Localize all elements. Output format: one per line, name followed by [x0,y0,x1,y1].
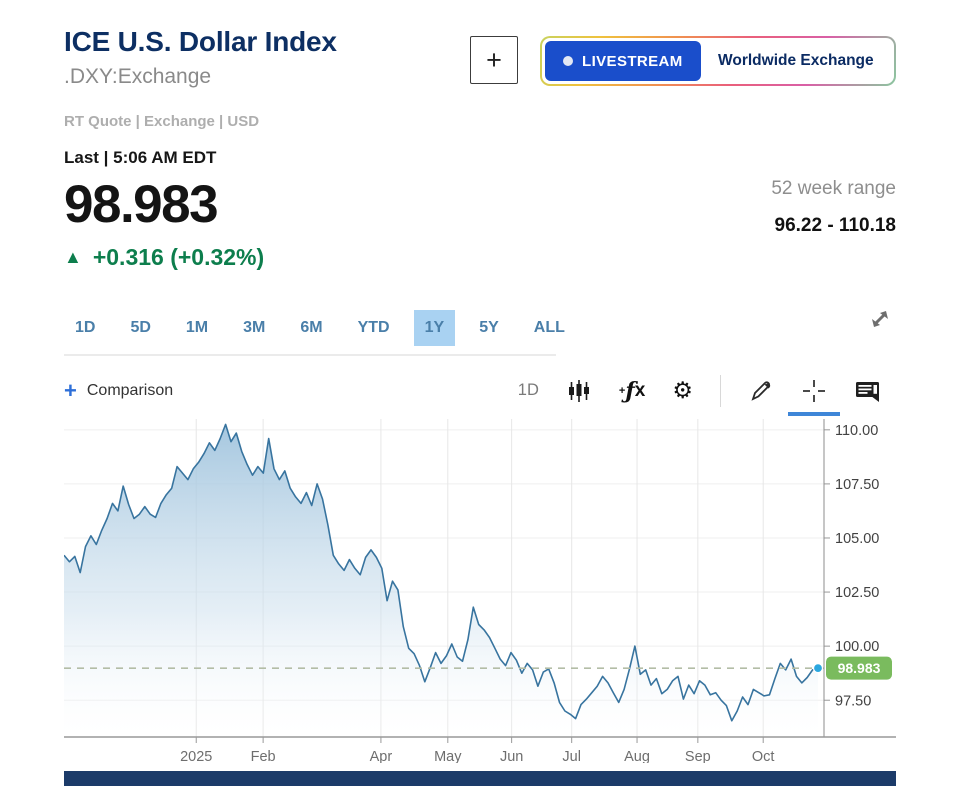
quote-section: Last | 5:06 AM EDT 98.983 ▲ +0.316 (+0.3… [64,148,896,271]
last-price-badge [826,656,892,680]
svg-text:Sep: Sep [685,749,711,763]
range-tab-bar: 1D 5D 1M 3M 6M YTD 1Y 5Y ALL [64,309,896,347]
plus-icon: + [486,44,502,75]
svg-text:110.00: 110.00 [835,423,878,439]
title-block: ICE U.S. Dollar Index .DXY:Exchange RT Q… [64,26,337,130]
range-tab-3m[interactable]: 3M [243,318,266,336]
week52-range: 96.22 - 110.18 [774,214,897,236]
page-title: ICE U.S. Dollar Index [64,26,337,57]
plus-icon: + [64,377,77,403]
last-price-dot [812,662,824,674]
svg-text:2025: 2025 [180,749,212,763]
crosshair-icon[interactable] [801,378,827,404]
range-tab-1m[interactable]: 1M [185,318,209,336]
candlestick-chart-icon[interactable] [566,378,592,404]
bottom-brand-bar [64,770,896,786]
price-line [63,423,819,722]
header: ICE U.S. Dollar Index .DXY:Exchange RT Q… [64,0,896,130]
price-change: ▲ +0.316 (+0.32%) [64,244,264,271]
week52-label: 52 week range [771,177,896,199]
svg-text:107.50: 107.50 [835,477,879,493]
range-tab-5d[interactable]: 5D [130,318,151,336]
last-price: 98.983 [64,174,219,234]
draw-pencil-icon[interactable] [748,378,774,404]
range-tab-all[interactable]: ALL [533,318,565,336]
change-text: +0.316 (+0.32%) [92,243,265,270]
quote-meta: RT Quote | Exchange | USD [64,112,260,130]
range-tab-1d[interactable]: 1D [75,318,96,336]
svg-text:Feb: Feb [251,749,276,763]
symbol: .DXY:Exchange [64,64,212,88]
week52-block: 52 week range 96.22 - 110.18 [771,148,896,271]
chart-toolbar: + Comparison 1D + ƒ x ⚙ [64,371,896,411]
comparison-button[interactable]: + Comparison [64,377,174,403]
range-tab-list: 1D 5D 1M 3M 6M YTD 1Y 5Y ALL [64,309,589,346]
svg-text:Oct: Oct [752,749,775,763]
livestream-button[interactable]: LIVESTREAM [545,41,701,81]
tabs-divider [64,353,556,356]
last-timestamp: Last | 5:06 AM EDT [64,147,217,167]
svg-text:Jul: Jul [562,749,581,763]
settings-gear-icon[interactable]: ⚙ [672,377,693,404]
comparison-label: Comparison [86,381,174,399]
chart-tools: 1D + ƒ x ⚙ [517,374,896,407]
svg-text:105.00: 105.00 [835,531,879,547]
functions-icon[interactable]: + ƒ x [618,377,646,404]
livestream-show-name: Worldwide Exchange [718,52,874,69]
svg-text:100.00: 100.00 [835,639,879,655]
price-chart-svg[interactable]: 97.50 100.00 102.50 105.00 107.50 110.00 2025 F… [63,418,896,765]
price-block: Last | 5:06 AM EDT 98.983 ▲ +0.316 (+0.3… [64,148,264,271]
svg-text:102.50: 102.50 [835,585,879,601]
live-dot-icon [563,56,573,66]
svg-text:May: May [434,749,462,763]
livestream-banner[interactable]: LIVESTREAM Worldwide Exchange [540,36,896,86]
svg-text:97.50: 97.50 [835,693,871,709]
range-tab-5y[interactable]: 5Y [479,318,499,336]
price-chart[interactable]: 97.50 100.00 102.50 105.00 107.50 110.00 2025 F… [63,418,896,768]
svg-text:Apr: Apr [370,749,393,763]
range-tab-ytd[interactable]: YTD [357,318,390,336]
price-area-fill [64,424,818,737]
interval-selector[interactable]: 1D [517,381,539,400]
livestream-label: LIVESTREAM [582,52,683,70]
up-arrow-icon: ▲ [64,246,82,267]
quote-page: ICE U.S. Dollar Index .DXY:Exchange RT Q… [63,0,896,786]
livestream-inner: LIVESTREAM Worldwide Exchange [542,38,894,84]
svg-text:Jun: Jun [500,749,523,763]
range-tab-1y[interactable]: 1Y [413,309,456,346]
last-price-badge-text: 98.983 [838,660,881,676]
range-tab-6m[interactable]: 6M [300,318,323,336]
toolbar-divider [720,374,721,407]
news-comments-icon[interactable] [854,378,882,404]
expand-icon[interactable] [866,305,894,338]
header-actions: + LIVESTREAM Worldwide Exchange [470,27,896,86]
svg-text:Aug: Aug [624,749,650,763]
add-to-watchlist-button[interactable]: + [470,36,518,84]
